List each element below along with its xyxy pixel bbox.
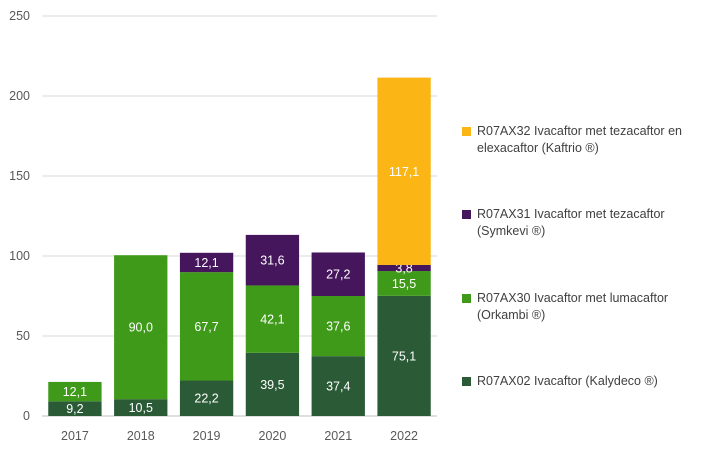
bar-segment bbox=[377, 295, 431, 416]
legend-swatch-symkevi bbox=[462, 210, 471, 219]
legend-item-kaftrio: R07AX32 Ivacaftor met tezacaftor en elex… bbox=[462, 123, 701, 157]
legend-label-kaftrio: R07AX32 Ivacaftor met tezacaftor en elex… bbox=[477, 124, 682, 155]
legend: R07AX32 Ivacaftor met tezacaftor en elex… bbox=[462, 0, 701, 449]
bar-segment bbox=[48, 381, 102, 402]
y-tick-label: 150 bbox=[9, 169, 30, 183]
y-tick-label: 250 bbox=[9, 9, 30, 23]
bar-segment bbox=[245, 234, 300, 286]
legend-swatch-orkambi bbox=[462, 294, 471, 303]
legend-item-kalydeco: R07AX02 Ivacaftor (Kalydeco ®) bbox=[462, 373, 701, 390]
bar-segment bbox=[245, 352, 300, 416]
bar-segment bbox=[48, 401, 102, 416]
bar-segment bbox=[377, 271, 431, 296]
y-tick-label: 100 bbox=[9, 249, 30, 263]
legend-label-orkambi: R07AX30 Ivacaftor met lumacaftor (Orkamb… bbox=[477, 291, 669, 322]
gridlines bbox=[42, 15, 437, 417]
x-tick-label: 2018 bbox=[127, 429, 155, 443]
data-label: 12,1 bbox=[63, 385, 87, 399]
bar-segment bbox=[377, 77, 431, 265]
data-label: 15,5 bbox=[392, 277, 416, 291]
legend-item-orkambi: R07AX30 Ivacaftor met lumacaftor (Orkamb… bbox=[462, 290, 701, 324]
legend-label-symkevi: R07AX31 Ivacaftor met tezacaftor (Symkev… bbox=[477, 207, 665, 238]
data-label: 9,2 bbox=[66, 402, 83, 416]
data-label: 90,0 bbox=[129, 321, 153, 335]
data-label: 31,6 bbox=[260, 254, 284, 268]
x-tick-label: 2020 bbox=[259, 429, 287, 443]
legend-item-symkevi: R07AX31 Ivacaftor met tezacaftor (Symkev… bbox=[462, 206, 701, 240]
data-label: 3,8 bbox=[395, 262, 412, 276]
data-label: 75,1 bbox=[392, 349, 416, 363]
x-tick-label: 2021 bbox=[324, 429, 352, 443]
data-label: 10,5 bbox=[129, 401, 153, 415]
x-axis: 2017 2018 2019 2020 2021 2022 bbox=[61, 429, 418, 443]
data-label: 117,1 bbox=[389, 165, 419, 179]
legend-swatch-kaftrio bbox=[462, 127, 471, 136]
data-label: 37,4 bbox=[326, 380, 350, 394]
bar-segment bbox=[179, 252, 234, 273]
y-tick-label: 200 bbox=[9, 89, 30, 103]
bar-segment bbox=[114, 399, 168, 416]
x-tick-label: 2019 bbox=[193, 429, 221, 443]
legend-label-kalydeco: R07AX02 Ivacaftor (Kalydeco ®) bbox=[477, 374, 658, 388]
bars: 9,2 12,1 10,5 90,0 22,2 67,7 12,1 39,5 42,1 31,6 3… bbox=[48, 77, 431, 416]
data-label: 37,6 bbox=[326, 320, 350, 334]
y-axis: 0 50 100 150 200 250 bbox=[9, 9, 30, 423]
bar-segment bbox=[114, 255, 168, 400]
data-label: 27,2 bbox=[326, 268, 350, 282]
legend-swatch-kalydeco bbox=[462, 377, 471, 386]
x-tick-label: 2022 bbox=[390, 429, 418, 443]
bar-segment bbox=[179, 272, 234, 381]
data-label: 42,1 bbox=[260, 313, 284, 327]
bar-segment bbox=[179, 380, 234, 416]
bar-segment bbox=[377, 264, 431, 272]
bar-segment bbox=[311, 356, 365, 416]
y-tick-label: 0 bbox=[23, 409, 30, 423]
y-tick-label: 50 bbox=[16, 329, 30, 343]
data-label: 67,7 bbox=[194, 320, 218, 334]
data-label: 12,1 bbox=[194, 256, 218, 270]
bar-segment bbox=[311, 296, 365, 357]
data-label: 39,5 bbox=[260, 378, 284, 392]
bar-segment bbox=[311, 252, 365, 296]
bar-segment bbox=[245, 285, 300, 353]
x-tick-label: 2017 bbox=[61, 429, 89, 443]
data-label: 22,2 bbox=[194, 392, 218, 406]
